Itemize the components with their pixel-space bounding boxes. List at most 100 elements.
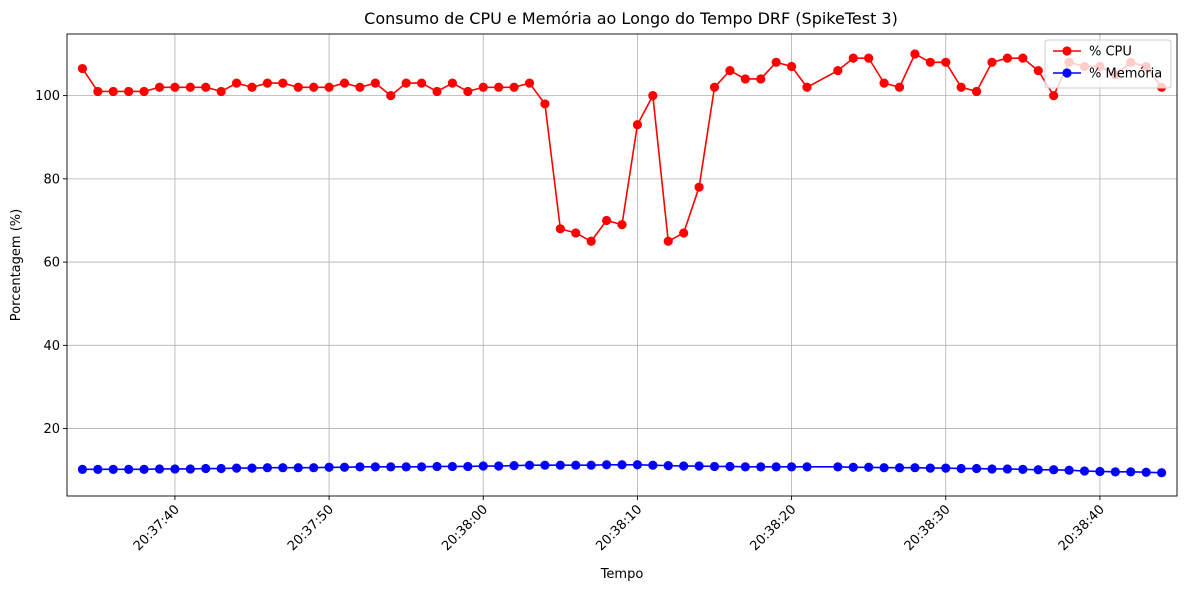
- data-point: [154, 82, 165, 92]
- data-point: [925, 57, 935, 67]
- data-point: [77, 63, 88, 74]
- data-point: [848, 462, 858, 472]
- data-point: [956, 82, 966, 92]
- data-point: [293, 82, 303, 92]
- data-point: [694, 182, 704, 192]
- data-point: [309, 463, 319, 473]
- data-point: [910, 463, 920, 473]
- data-point: [401, 462, 411, 472]
- data-point: [386, 462, 396, 472]
- data-point: [170, 82, 180, 92]
- data-point: [355, 462, 365, 472]
- data-point: [910, 49, 920, 59]
- legend-marker: [1062, 68, 1072, 78]
- data-point: [1018, 53, 1028, 63]
- data-point: [216, 463, 226, 474]
- data-point: [478, 82, 488, 92]
- data-point: [447, 461, 458, 472]
- data-point: [740, 74, 750, 84]
- data-point: [833, 462, 843, 472]
- data-point: [1156, 468, 1167, 478]
- data-point: [879, 78, 889, 88]
- data-point: [262, 78, 273, 88]
- data-point: [185, 464, 195, 474]
- data-point: [956, 463, 966, 474]
- data-point: [108, 86, 118, 97]
- data-point: [586, 236, 596, 246]
- data-point: [247, 463, 257, 473]
- plot-frame: [66, 33, 1178, 497]
- data-point: [355, 82, 365, 92]
- data-point: [601, 215, 612, 226]
- data-point: [278, 78, 288, 88]
- data-point: [1126, 467, 1136, 477]
- data-point: [694, 461, 704, 471]
- data-point: [1049, 91, 1059, 101]
- data-point: [370, 78, 380, 88]
- data-point: [262, 463, 273, 473]
- data-point: [463, 86, 473, 97]
- data-point: [879, 463, 889, 473]
- data-point: [679, 228, 689, 238]
- data-point: [833, 66, 843, 76]
- data-point: [725, 461, 735, 472]
- data-point: [540, 460, 550, 470]
- data-point: [894, 82, 905, 92]
- data-point: [77, 464, 88, 474]
- series-layer: [77, 49, 1167, 478]
- data-point: [648, 91, 658, 101]
- legend-box: [1044, 39, 1172, 89]
- data-point: [632, 460, 643, 470]
- data-point: [386, 91, 396, 101]
- data-point: [185, 82, 195, 92]
- data-point: [971, 463, 982, 474]
- grid: [67, 34, 1177, 496]
- data-point: [555, 224, 565, 234]
- data-point: [324, 462, 334, 472]
- data-point: [494, 82, 504, 92]
- data-point: [124, 464, 134, 474]
- data-point: [802, 462, 812, 472]
- data-point: [663, 461, 673, 471]
- data-point: [540, 99, 550, 109]
- data-point: [339, 78, 350, 88]
- y-tick-label: 100: [35, 89, 60, 104]
- data-point: [709, 461, 720, 472]
- data-point: [1064, 465, 1074, 475]
- data-point: [571, 460, 581, 470]
- legend-label: % CPU: [1089, 45, 1132, 60]
- data-point: [278, 463, 288, 473]
- data-point: [617, 460, 627, 470]
- data-point: [971, 86, 982, 97]
- data-point: [509, 82, 519, 92]
- data-point: [555, 460, 565, 470]
- data-point: [524, 460, 535, 470]
- data-point: [987, 57, 997, 67]
- data-point: [679, 461, 689, 471]
- series-cpu: [77, 49, 1167, 246]
- data-point: [432, 86, 442, 97]
- data-point: [1018, 464, 1028, 474]
- data-point: [108, 464, 118, 474]
- data-point: [1002, 464, 1013, 474]
- legend-label: % Memória: [1089, 67, 1162, 82]
- data-point: [154, 464, 165, 474]
- data-point: [201, 82, 211, 92]
- y-axis-label: Porcentagem (%): [9, 209, 24, 321]
- data-point: [663, 236, 673, 246]
- data-point: [617, 220, 627, 230]
- series-line: [82, 463, 1162, 474]
- data-point: [848, 53, 858, 63]
- data-point: [463, 461, 473, 472]
- series-line: [81, 52, 1163, 243]
- y-tick-label: 40: [43, 339, 60, 354]
- y-tick-label: 20: [43, 422, 60, 437]
- data-point: [432, 461, 442, 472]
- data-point: [124, 86, 134, 97]
- y-tick-label: 80: [43, 172, 60, 187]
- data-point: [478, 461, 488, 471]
- data-point: [756, 74, 766, 84]
- data-point: [139, 86, 149, 97]
- data-point: [1079, 466, 1090, 476]
- data-point: [293, 463, 303, 473]
